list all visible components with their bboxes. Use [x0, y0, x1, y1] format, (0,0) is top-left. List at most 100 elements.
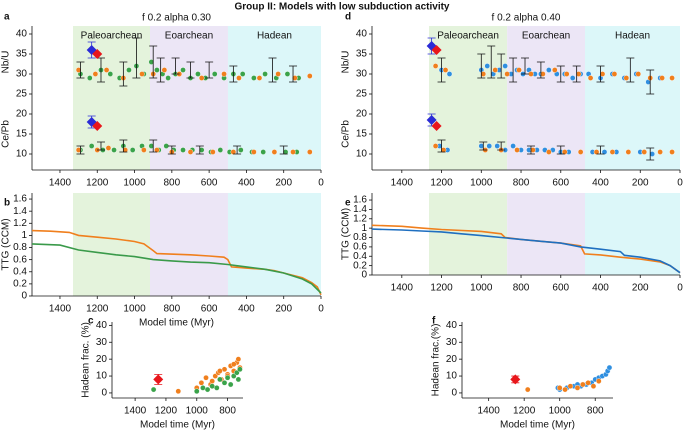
point — [574, 385, 581, 391]
x-axis-label: Model time (Myr) — [500, 420, 575, 431]
era-band — [73, 193, 151, 296]
point — [669, 75, 675, 81]
point — [669, 149, 675, 155]
observed-point — [92, 121, 103, 131]
point — [198, 379, 205, 386]
error-bar — [149, 45, 158, 79]
point — [440, 147, 447, 153]
point — [611, 71, 618, 77]
figure-title: Group II: Models with low subduction act… — [234, 2, 449, 13]
x-tick-label: 800 — [219, 406, 236, 417]
point — [486, 143, 493, 149]
error-bar — [487, 45, 496, 79]
y-tick-label: 20 — [96, 354, 108, 365]
error-bar — [279, 145, 288, 155]
y-axis-label: Ce/Pb — [341, 120, 352, 148]
error-bar — [119, 139, 128, 153]
observed-point — [431, 121, 442, 131]
line-series — [31, 243, 322, 294]
y-tick-label: 15 — [16, 129, 28, 140]
point — [141, 147, 147, 153]
x-tick-label: 800 — [513, 178, 530, 189]
x-tick-label: 0 — [318, 304, 324, 315]
era-label: Eoarchean — [165, 31, 213, 42]
error-bar — [626, 57, 635, 83]
x-tick-label: 1200 — [430, 283, 453, 294]
error-bar — [497, 53, 506, 79]
point — [161, 67, 168, 73]
y-tick-label: 10 — [16, 149, 28, 160]
error-bar — [149, 139, 158, 153]
y-tick-label: 0 — [101, 388, 107, 399]
y-tick-label: 20 — [446, 354, 458, 365]
point — [484, 63, 491, 69]
point — [649, 151, 655, 157]
point — [623, 75, 630, 81]
point — [275, 71, 281, 77]
era-label: Hadean — [257, 31, 292, 42]
point — [105, 145, 112, 151]
x-tick-label: 1200 — [86, 304, 109, 315]
point — [75, 67, 82, 73]
point — [577, 149, 584, 155]
y-tick-label: 0.4 — [13, 266, 27, 277]
point — [282, 149, 289, 155]
point — [148, 59, 155, 65]
point — [599, 71, 606, 77]
x-tick-label: 400 — [238, 178, 255, 189]
point — [187, 149, 194, 155]
point — [590, 383, 597, 389]
x-axis-label: Model time (Myr) — [139, 318, 214, 329]
era-label: Hadean — [615, 31, 650, 42]
y-tick-label: 0.6 — [13, 254, 27, 265]
error-bar — [477, 53, 486, 79]
y-tick-label: 1.6 — [353, 195, 367, 206]
point — [585, 379, 591, 386]
y-tick-label: 30 — [16, 69, 28, 80]
point — [432, 143, 439, 149]
point — [211, 71, 218, 77]
error-bar — [289, 65, 298, 83]
y-tick-label: 1.2 — [13, 218, 27, 229]
point — [292, 75, 298, 81]
x-tick-label: 800 — [163, 304, 180, 315]
panel-title: f 0.2 alpha 0.30 — [142, 13, 211, 24]
panel-label: a — [4, 12, 10, 23]
point — [180, 147, 186, 153]
point — [251, 149, 257, 155]
era-band — [585, 26, 680, 170]
point — [625, 149, 632, 155]
error-bar — [437, 57, 446, 83]
point — [221, 71, 227, 77]
x-tick-label: 1400 — [391, 283, 414, 294]
point — [193, 388, 200, 395]
x-tick-label: 1000 — [186, 406, 209, 417]
error-bar — [76, 145, 85, 155]
y-axis-label: Ce/Pb — [1, 120, 12, 148]
error-bar — [526, 145, 535, 155]
point — [213, 385, 220, 391]
y-tick-label: 30 — [446, 337, 458, 348]
point — [87, 75, 93, 81]
point — [492, 67, 499, 73]
panel-label: c — [88, 316, 94, 327]
y-tick-label: 0 — [361, 270, 367, 281]
point — [239, 71, 246, 77]
y-tick-label: 0.2 — [353, 260, 367, 271]
x-tick-label: 0 — [677, 178, 683, 189]
error-bar — [205, 61, 214, 79]
point — [235, 376, 242, 383]
error-bar — [167, 145, 176, 155]
point — [609, 149, 616, 155]
point — [432, 63, 439, 69]
y-tick-label: 1.4 — [13, 206, 27, 217]
point — [442, 67, 449, 73]
era-label: Paleoarchean — [437, 31, 499, 42]
y-axis-label: Hadean frac.(%) — [431, 324, 442, 397]
y-tick-label: 15 — [356, 129, 368, 140]
x-tick-label: 1000 — [123, 178, 146, 189]
y-axis-label: TTG (CCM) — [1, 218, 12, 270]
point — [657, 149, 663, 155]
point — [92, 71, 99, 77]
x-tick-label: 600 — [201, 304, 218, 315]
